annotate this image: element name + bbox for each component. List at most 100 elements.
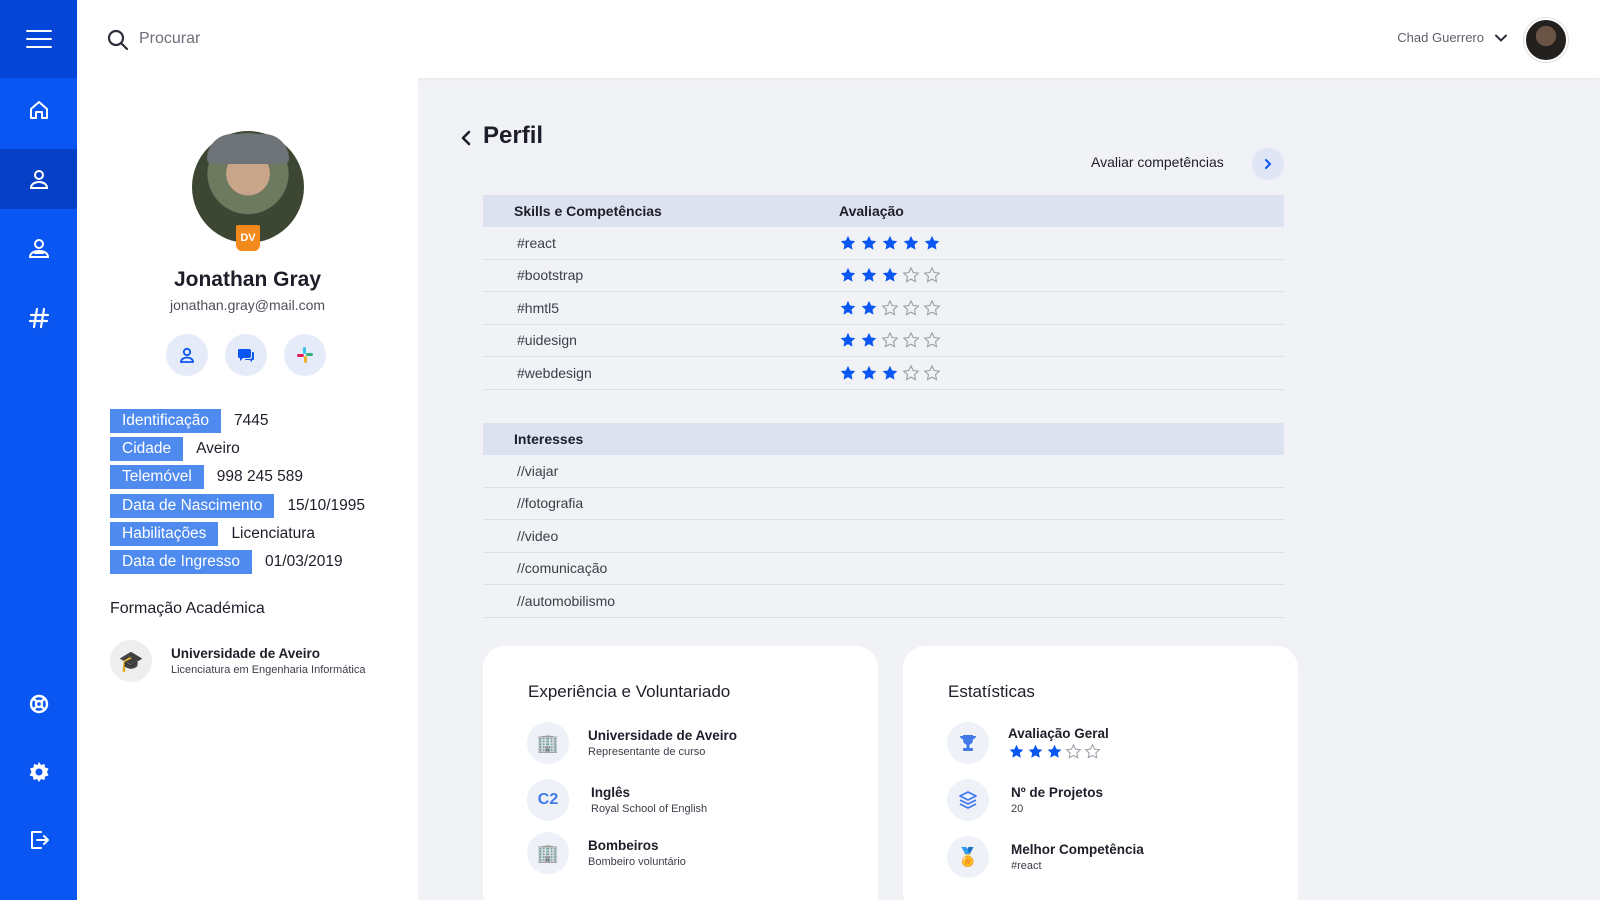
star-filled-icon <box>882 268 898 282</box>
star-filled-icon <box>840 365 856 380</box>
interest-row: //video <box>483 520 1284 553</box>
user-menu[interactable]: Chad Guerrero <box>1397 30 1508 45</box>
sidebar-item-team[interactable] <box>0 218 77 278</box>
star-filled-icon <box>924 235 940 250</box>
star-empty-icon <box>902 266 920 283</box>
projects-value: 20 <box>1011 803 1024 815</box>
info-label: Habilitações <box>110 522 219 546</box>
star-filled-icon <box>840 235 856 250</box>
evaluate-skills-link[interactable]: Avaliar competências <box>1091 154 1224 170</box>
sidebar-item-tags[interactable] <box>0 288 77 348</box>
interest-row: //fotografia <box>483 488 1284 520</box>
experience-item: 🏢 Universidade de Aveiro Representante d… <box>527 722 737 764</box>
main-content: Perfil Avaliar competências Skills e Com… <box>418 78 1600 900</box>
statistics-card: Estatísticas Avaliação Geral Nº de Proje… <box>903 646 1298 900</box>
star-filled-icon <box>861 235 877 250</box>
profile-name: Jonathan Gray <box>173 268 322 291</box>
star-empty-icon <box>1084 743 1101 759</box>
language-level-badge: C2 <box>527 779 569 821</box>
info-value: Aveiro <box>196 440 240 457</box>
skill-row: #uidesign <box>483 325 1284 357</box>
info-value: Licenciatura <box>231 525 316 542</box>
star-empty-icon <box>902 364 920 381</box>
star-filled-icon <box>861 365 877 380</box>
building-icon: 🏢 <box>527 722 569 764</box>
interest-name: //video <box>517 527 559 544</box>
statistics-title: Estatísticas <box>948 682 1035 701</box>
sidebar-item-settings[interactable] <box>0 742 77 802</box>
user-icon <box>29 170 48 189</box>
overall-rating-label: Avaliação Geral <box>1008 726 1109 741</box>
profile-slack-button[interactable] <box>284 334 326 376</box>
chevron-right-icon <box>1265 159 1272 169</box>
skill-name: #hmtl5 <box>517 299 560 316</box>
dv-badge: DV <box>236 225 260 251</box>
skill-row: #bootstrap <box>483 260 1284 292</box>
star-empty-icon <box>923 331 941 348</box>
sidebar-item-help[interactable] <box>0 674 77 734</box>
info-label: Telemóvel <box>110 465 204 489</box>
sidebar-item-profile[interactable] <box>0 149 77 209</box>
skill-rating-stars <box>839 299 941 317</box>
interest-name: //fotografia <box>517 495 584 512</box>
info-row-phone: Telemóvel 998 245 589 <box>110 465 303 489</box>
menu-button[interactable] <box>0 0 77 78</box>
star-filled-icon <box>882 365 898 380</box>
chat-icon <box>238 349 254 362</box>
experience-item: 🏢 Bombeiros Bombeiro voluntário <box>527 832 686 874</box>
avatar-cap-decoration <box>207 134 289 164</box>
logout-icon <box>30 831 49 849</box>
interests-title: Interesses <box>514 431 584 447</box>
star-empty-icon <box>902 331 920 348</box>
star-filled-icon <box>840 300 856 315</box>
star-filled-icon <box>840 268 856 282</box>
experience-item-subtitle: Royal School of English <box>591 803 708 815</box>
sidebar-item-logout[interactable] <box>0 810 77 870</box>
skill-name: #uidesign <box>517 332 577 349</box>
interest-name: //comunicação <box>517 560 608 577</box>
slack-icon <box>297 347 313 363</box>
interests-table-header: Interesses <box>483 423 1284 455</box>
star-filled-icon <box>1028 744 1043 758</box>
stat-overall-rating: Avaliação Geral <box>947 722 1109 764</box>
building-icon: 🏢 <box>527 832 569 874</box>
overall-rating-stars <box>1008 743 1109 760</box>
search-icon <box>107 29 129 51</box>
help-icon <box>29 694 48 714</box>
experience-item: C2 Inglês Royal School of English <box>527 779 707 821</box>
interest-name: //viajar <box>517 462 559 479</box>
info-value: 15/10/1995 <box>287 497 366 514</box>
info-row-birthdate: Data de Nascimento 15/10/1995 <box>110 494 365 518</box>
sidebar-item-home[interactable] <box>0 80 77 140</box>
experience-item-title: Universidade de Aveiro <box>588 728 738 743</box>
education-degree: Licenciatura em Engenharia Informática <box>171 664 366 676</box>
info-row-qualifications: Habilitações Licenciatura <box>110 522 315 546</box>
best-skill-label: Melhor Competência <box>1011 842 1144 857</box>
info-label: Identificação <box>110 409 222 433</box>
best-skill-value: #react <box>1011 860 1042 872</box>
star-filled-icon <box>861 268 877 282</box>
chevron-down-icon <box>1495 34 1507 42</box>
user-avatar[interactable] <box>1524 18 1568 62</box>
star-filled-icon <box>840 333 856 347</box>
skills-table: Skills e Competências Avaliação #react #b… <box>483 195 1284 390</box>
star-empty-icon <box>881 331 899 348</box>
interest-row: //comunicação <box>483 553 1284 585</box>
skill-name: #bootstrap <box>517 267 584 284</box>
star-filled-icon <box>903 235 919 250</box>
skill-rating-stars <box>839 331 941 349</box>
home-icon <box>29 101 48 119</box>
profile-user-button[interactable] <box>166 334 208 376</box>
search-input[interactable] <box>139 24 439 54</box>
experience-title: Experiência e Voluntariado <box>528 682 731 701</box>
settings-icon <box>29 762 48 782</box>
hamburger-icon <box>25 30 52 48</box>
profile-chat-button[interactable] <box>225 334 267 376</box>
skill-rating-stars <box>839 266 941 284</box>
evaluate-skills-button[interactable] <box>1252 148 1284 180</box>
back-arrow-icon[interactable] <box>458 130 474 146</box>
info-row-join-date: Data de Ingresso 01/03/2019 <box>110 550 343 574</box>
experience-card: Experiência e Voluntariado 🏢 Universidad… <box>483 646 878 900</box>
profile-email: jonathan.gray@mail.com <box>169 297 326 313</box>
skill-name: #webdesign <box>517 364 592 381</box>
